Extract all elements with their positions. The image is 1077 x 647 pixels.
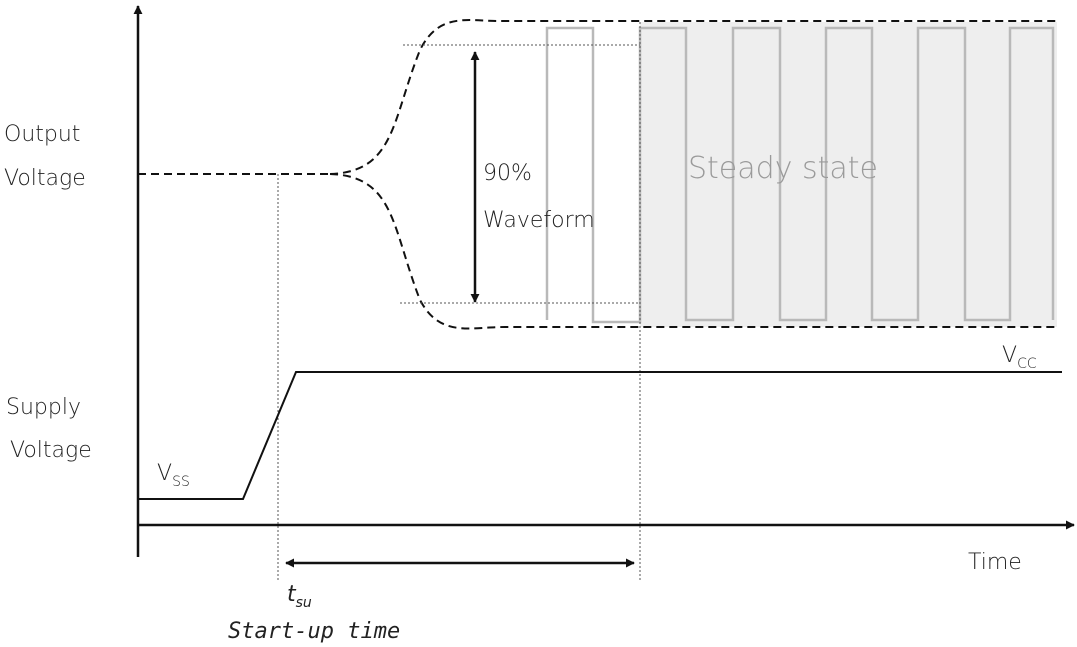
output-square-waveform (545, 26, 1055, 324)
supply-voltage-label-line2: Voltage (10, 438, 92, 463)
upper-envelope (329, 19, 1057, 175)
tsu-label: tsu (287, 582, 312, 611)
time-axis-label: Time (968, 550, 1022, 575)
output-voltage-label-line1: Output (4, 122, 80, 147)
lower-envelope (329, 173, 1057, 330)
startup-time-label: Start-up time (228, 619, 400, 643)
supply-voltage-line (138, 371, 1062, 500)
vss-label: VSS (157, 461, 190, 490)
steady-state-region (640, 22, 1057, 327)
output-voltage-label-line2: Voltage (4, 166, 86, 191)
vcc-label: VCC (1002, 343, 1037, 372)
steady-state-label: Steady state (688, 151, 878, 186)
waveform-label: Waveform (483, 208, 595, 233)
supply-voltage-label-line1: Supply (6, 395, 81, 420)
ninety-percent-label: 90% (483, 161, 532, 186)
